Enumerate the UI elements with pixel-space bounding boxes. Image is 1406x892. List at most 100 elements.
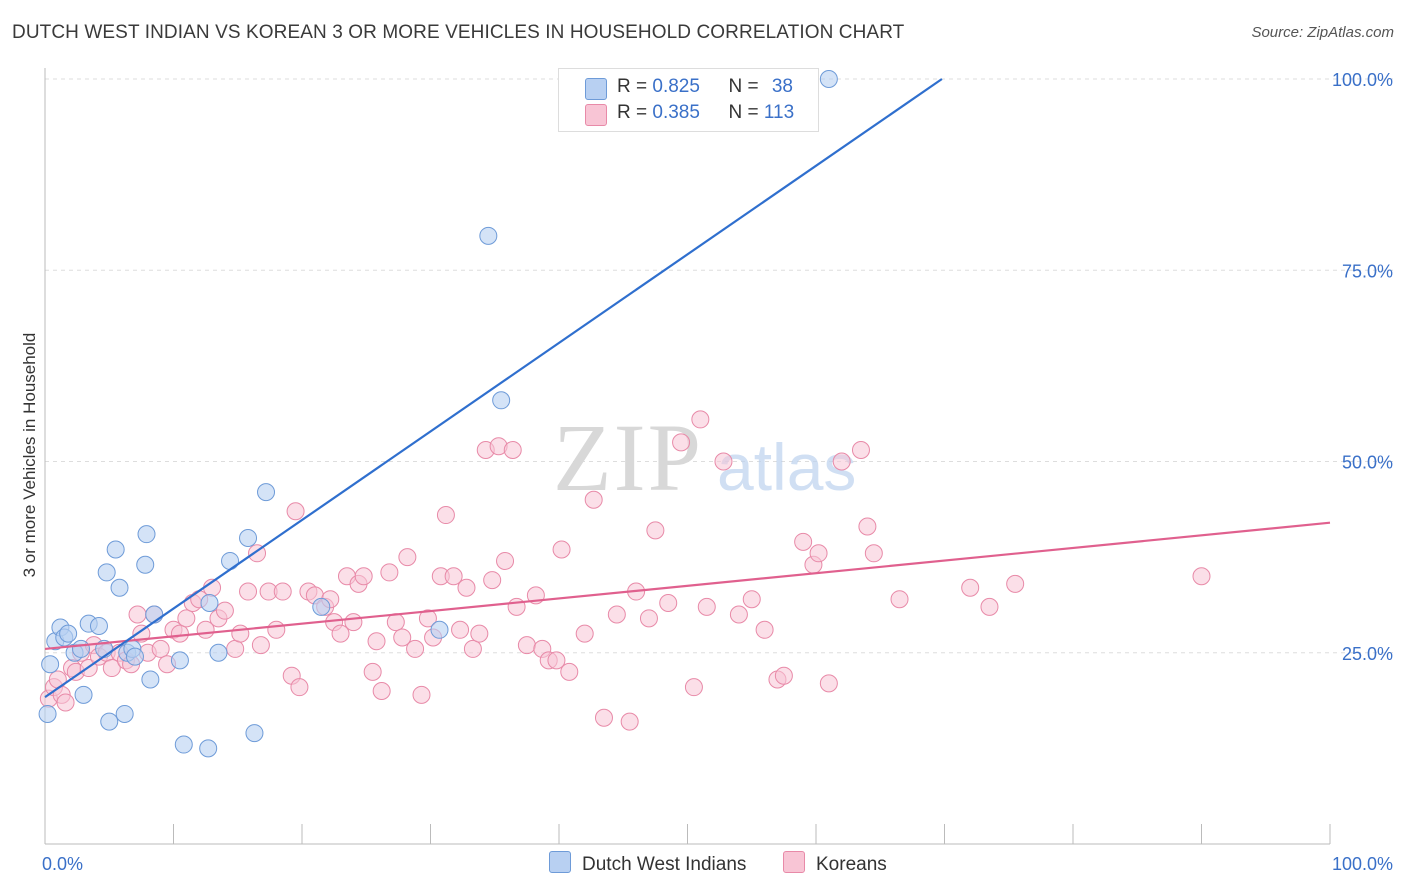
korean-point bbox=[386, 613, 405, 632]
dutch-west-indian-point bbox=[170, 651, 189, 670]
dutch-west-indian-point bbox=[106, 540, 125, 559]
legend-r-value: 0.385 bbox=[652, 102, 700, 123]
korean-point bbox=[128, 605, 147, 624]
korean-point bbox=[517, 636, 536, 655]
korean-point bbox=[809, 544, 828, 563]
korean-point bbox=[659, 594, 678, 613]
y-tick-label: 25.0% bbox=[1342, 644, 1393, 664]
korean-point bbox=[742, 590, 761, 609]
bottom-legend-label: Dutch West Indians bbox=[582, 854, 747, 875]
korean-point bbox=[483, 571, 502, 590]
source-label: Source: ZipAtlas.com bbox=[1251, 24, 1394, 41]
y-tick-label: 50.0% bbox=[1342, 453, 1393, 473]
korean-point bbox=[575, 624, 594, 643]
legend-swatch-pink bbox=[585, 104, 607, 126]
dutch-west-indian-point bbox=[257, 483, 276, 502]
korean-point bbox=[980, 597, 999, 616]
dutch-west-indian-point bbox=[59, 624, 78, 643]
dutch-west-indian-point bbox=[115, 704, 134, 723]
dutch-west-indians-points bbox=[38, 70, 838, 758]
bottom-legend-label: Koreans bbox=[816, 854, 887, 875]
dutch-west-indian-point bbox=[141, 670, 160, 689]
bottom-legend-swatch-pink bbox=[783, 851, 805, 873]
dutch-west-indian-point bbox=[100, 712, 119, 731]
korean-point bbox=[552, 540, 571, 559]
korean-point bbox=[1192, 567, 1211, 586]
korean-point bbox=[226, 639, 245, 658]
korean-point bbox=[102, 659, 121, 678]
legend-n-value: 113 bbox=[763, 102, 795, 123]
korean-point bbox=[286, 502, 305, 521]
dutch-west-indian-point bbox=[430, 620, 449, 639]
korean-point bbox=[547, 651, 566, 670]
korean-point bbox=[503, 441, 522, 460]
legend-n-label: N = bbox=[728, 76, 764, 97]
bottom-legend-koreans: Koreans bbox=[783, 851, 887, 876]
korean-point bbox=[463, 639, 482, 658]
x-tick-label: 100.0% bbox=[1332, 854, 1393, 874]
legend-r-label: R = bbox=[617, 102, 653, 123]
korean-point bbox=[412, 685, 431, 704]
korean-point bbox=[354, 567, 373, 586]
korean-point bbox=[344, 613, 363, 632]
y-axis-label: 3 or more Vehicles in Household bbox=[20, 332, 39, 578]
legend-r-value: 0.825 bbox=[652, 76, 700, 97]
korean-point bbox=[864, 544, 883, 563]
korean-point bbox=[436, 506, 455, 525]
korean-point bbox=[832, 452, 851, 471]
korean-point bbox=[239, 582, 258, 601]
watermark-atlas: atlas bbox=[717, 430, 856, 504]
korean-point bbox=[367, 632, 386, 651]
dutch-west-indian-point bbox=[71, 639, 90, 658]
dutch-west-indian-point bbox=[239, 529, 258, 547]
korean-point bbox=[177, 609, 196, 628]
korean-point bbox=[774, 666, 793, 685]
correlation-legend: R = 0.825 N = 38 R = 0.385 N = 113 bbox=[558, 68, 819, 132]
axes bbox=[44, 68, 1331, 845]
dutch-west-indian-point bbox=[110, 578, 129, 597]
watermark-zip: ZIP bbox=[553, 404, 703, 511]
korean-point bbox=[372, 682, 391, 700]
y-tick-label: 100.0% bbox=[1332, 70, 1393, 90]
koreans-trend-line bbox=[44, 521, 1331, 651]
legend-r-label: R = bbox=[617, 76, 653, 97]
korean-point bbox=[267, 620, 286, 639]
korean-point bbox=[620, 712, 639, 731]
legend-swatch-blue bbox=[585, 78, 607, 100]
korean-point bbox=[794, 532, 813, 551]
korean-point bbox=[418, 609, 437, 628]
korean-point bbox=[819, 674, 838, 693]
korean-point bbox=[714, 452, 733, 471]
korean-point bbox=[406, 639, 425, 658]
dutch-west-indian-point bbox=[137, 525, 156, 544]
legend-n-label: N = bbox=[728, 102, 764, 123]
dutch-west-indian-point bbox=[312, 597, 331, 616]
dutch-west-indian-point bbox=[97, 563, 116, 582]
korean-point bbox=[560, 662, 579, 681]
x-tick-label: 0.0% bbox=[42, 854, 83, 874]
y-tick-label: 75.0% bbox=[1342, 261, 1393, 281]
tick-labels: 25.0% 50.0% 75.0% 100.0% 0.0% 100.0% bbox=[42, 70, 1393, 874]
korean-point bbox=[496, 551, 515, 570]
korean-point bbox=[755, 620, 774, 639]
korean-point bbox=[151, 639, 170, 658]
korean-point bbox=[380, 563, 399, 582]
korean-point bbox=[56, 693, 75, 712]
koreans-points bbox=[39, 410, 1211, 731]
korean-point bbox=[215, 601, 234, 620]
korean-point bbox=[594, 708, 613, 727]
dutch-west-indians-trend-line bbox=[44, 78, 943, 699]
korean-point bbox=[890, 590, 909, 609]
korean-point bbox=[170, 624, 189, 643]
dutch-west-indian-point bbox=[89, 616, 108, 635]
korean-point bbox=[470, 624, 489, 643]
dutch-west-indian-point bbox=[174, 735, 193, 754]
korean-point bbox=[363, 662, 382, 681]
gridlines bbox=[45, 78, 1395, 654]
bottom-legend-dutch-west-indians: Dutch West Indians bbox=[549, 851, 746, 876]
korean-point bbox=[672, 433, 691, 452]
korean-point bbox=[646, 521, 665, 540]
korean-point bbox=[697, 597, 716, 616]
dutch-west-indian-point bbox=[819, 70, 838, 88]
